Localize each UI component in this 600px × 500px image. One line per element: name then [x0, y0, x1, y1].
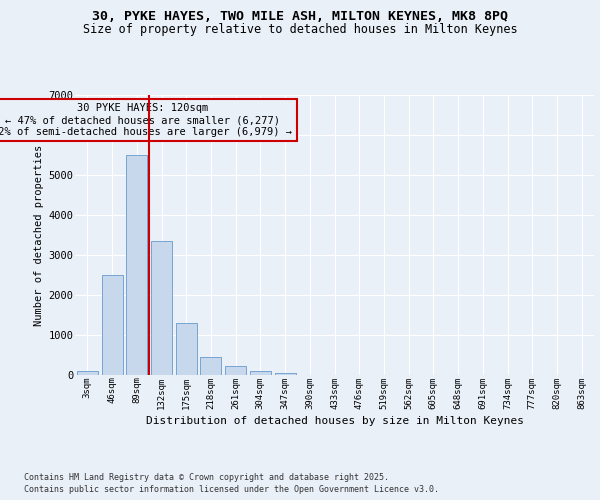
X-axis label: Distribution of detached houses by size in Milton Keynes: Distribution of detached houses by size …	[146, 416, 523, 426]
Text: Contains HM Land Registry data © Crown copyright and database right 2025.: Contains HM Land Registry data © Crown c…	[24, 472, 389, 482]
Bar	[275, 373, 296, 375]
Bar	[225, 366, 246, 375]
Bar	[77, 371, 98, 375]
Bar	[176, 323, 197, 375]
Text: Contains public sector information licensed under the Open Government Licence v3: Contains public sector information licen…	[24, 485, 439, 494]
Bar	[126, 155, 147, 375]
Text: Size of property relative to detached houses in Milton Keynes: Size of property relative to detached ho…	[83, 22, 517, 36]
Text: 30, PYKE HAYES, TWO MILE ASH, MILTON KEYNES, MK8 8PQ: 30, PYKE HAYES, TWO MILE ASH, MILTON KEY…	[92, 10, 508, 23]
Bar	[101, 275, 122, 375]
Bar	[200, 358, 221, 375]
Text: 30 PYKE HAYES: 120sqm
← 47% of detached houses are smaller (6,277)
52% of semi-d: 30 PYKE HAYES: 120sqm ← 47% of detached …	[0, 104, 292, 136]
Bar	[151, 241, 172, 375]
Bar	[250, 372, 271, 375]
Y-axis label: Number of detached properties: Number of detached properties	[34, 144, 44, 326]
